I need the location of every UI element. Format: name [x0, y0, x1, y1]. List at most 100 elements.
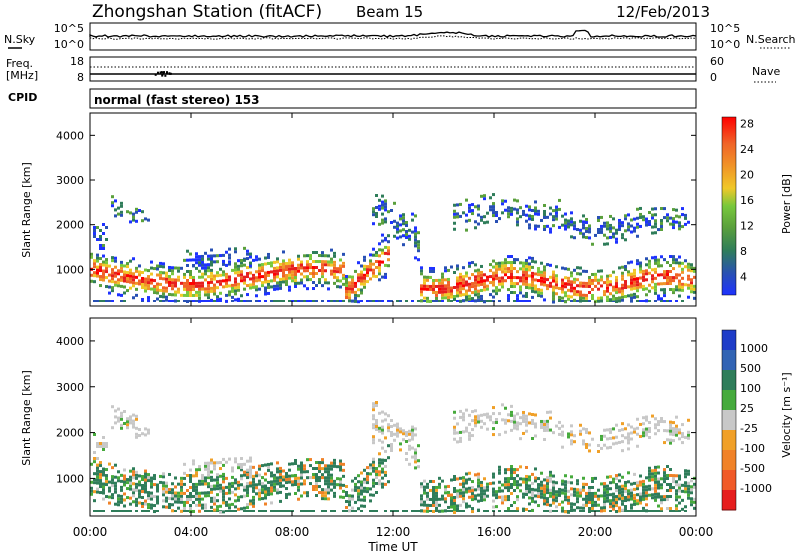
- heatmap-cell: [621, 289, 624, 293]
- heatmap-cell: [432, 486, 435, 489]
- heatmap-cell: [360, 264, 363, 268]
- heatmap-cell: [660, 264, 663, 268]
- heatmap-cell: [150, 485, 153, 489]
- heatmap-cell: [108, 495, 111, 499]
- heatmap-cell: [615, 231, 618, 235]
- heatmap-cell: [654, 486, 657, 490]
- heatmap-cell: [213, 496, 216, 500]
- heatmap-cell: [264, 300, 267, 302]
- heatmap-cell: [186, 293, 189, 297]
- heatmap-cell: [552, 489, 555, 493]
- heatmap-cell: [102, 300, 105, 302]
- heatmap-cell: [642, 416, 645, 420]
- heatmap-cell: [666, 465, 669, 469]
- heatmap-cell: [381, 410, 384, 414]
- heatmap-cell: [462, 287, 465, 291]
- velocity-colorbar-tick: 1000: [740, 342, 768, 355]
- heatmap-cell: [300, 300, 303, 302]
- heatmap-cell: [324, 281, 327, 285]
- heatmap-cell: [300, 260, 303, 264]
- heatmap-cell: [309, 278, 312, 282]
- heatmap-cell: [96, 238, 99, 241]
- heatmap-cell: [111, 259, 114, 263]
- heatmap-cell: [111, 493, 114, 497]
- heatmap-cell: [603, 494, 606, 498]
- heatmap-cell: [183, 284, 186, 288]
- heatmap-cell: [303, 300, 306, 302]
- heatmap-cell: [387, 414, 390, 418]
- heatmap-cell: [270, 471, 273, 475]
- heatmap-cell: [528, 262, 531, 266]
- heatmap-cell: [165, 286, 168, 290]
- heatmap-cell: [546, 476, 549, 480]
- heatmap-cell: [531, 472, 534, 476]
- heatmap-cell: [492, 421, 495, 425]
- heatmap-cell: [552, 273, 555, 277]
- heatmap-cell: [93, 265, 96, 269]
- heatmap-cell: [144, 475, 147, 479]
- heatmap-cell: [636, 300, 639, 302]
- heatmap-cell: [321, 300, 324, 302]
- heatmap-cell: [153, 483, 156, 487]
- heatmap-cell: [522, 282, 525, 286]
- heatmap-cell: [507, 261, 510, 265]
- heatmap-cell: [99, 257, 102, 261]
- heatmap-cell: [312, 488, 315, 492]
- heatmap-cell: [183, 275, 186, 279]
- heatmap-cell: [570, 424, 573, 428]
- heatmap-cell: [672, 276, 675, 280]
- heatmap-cell: [693, 284, 696, 288]
- heatmap-cell: [225, 263, 228, 267]
- heatmap-cell: [291, 261, 294, 265]
- heatmap-cell: [270, 501, 273, 505]
- heatmap-cell: [459, 476, 462, 480]
- heatmap-cell: [420, 503, 423, 507]
- heatmap-cell: [624, 481, 627, 485]
- heatmap-cell: [540, 294, 543, 298]
- heatmap-cell: [96, 274, 99, 278]
- heatmap-cell: [654, 492, 657, 496]
- heatmap-cell: [516, 282, 519, 286]
- heatmap-cell: [363, 276, 366, 280]
- heatmap-cell: [282, 300, 285, 302]
- heatmap-cell: [462, 500, 465, 504]
- heatmap-cell: [444, 488, 447, 492]
- heatmap-cell: [432, 492, 435, 495]
- heatmap-cell: [375, 401, 378, 404]
- heatmap-cell: [348, 509, 351, 513]
- velocity-y-axis-label: Slant Range [km]: [20, 370, 33, 466]
- heatmap-cell: [474, 263, 477, 267]
- heatmap-cell: [528, 274, 531, 278]
- heatmap-cell: [390, 419, 393, 422]
- heatmap-cell: [531, 295, 534, 299]
- heatmap-cell: [630, 281, 633, 285]
- heatmap-cell: [132, 467, 135, 471]
- heatmap-cell: [363, 264, 366, 268]
- heatmap-cell: [675, 433, 678, 437]
- heatmap-cell: [240, 457, 243, 460]
- heatmap-cell: [576, 482, 579, 486]
- heatmap-cell: [111, 268, 114, 272]
- heatmap-cell: [381, 461, 384, 465]
- heatmap-cell: [219, 291, 222, 295]
- heatmap-cell: [660, 417, 663, 421]
- heatmap-cell: [663, 207, 666, 211]
- heatmap-cell: [654, 510, 657, 512]
- heatmap-cell: [564, 218, 567, 222]
- heatmap-cell: [384, 202, 387, 206]
- heatmap-cell: [639, 282, 642, 286]
- heatmap-cell: [189, 485, 192, 489]
- heatmap-cell: [495, 271, 498, 275]
- heatmap-cell: [531, 274, 534, 278]
- heatmap-cell: [528, 475, 531, 479]
- heatmap-cell: [117, 281, 120, 285]
- heatmap-cell: [204, 272, 207, 276]
- heatmap-cell: [633, 274, 636, 278]
- heatmap-cell: [630, 510, 633, 512]
- heatmap-cell: [639, 285, 642, 289]
- heatmap-cell: [105, 276, 108, 280]
- heatmap-cell: [180, 500, 183, 504]
- heatmap-cell: [543, 265, 546, 269]
- heatmap-cell: [126, 417, 129, 421]
- heatmap-cell: [366, 271, 369, 275]
